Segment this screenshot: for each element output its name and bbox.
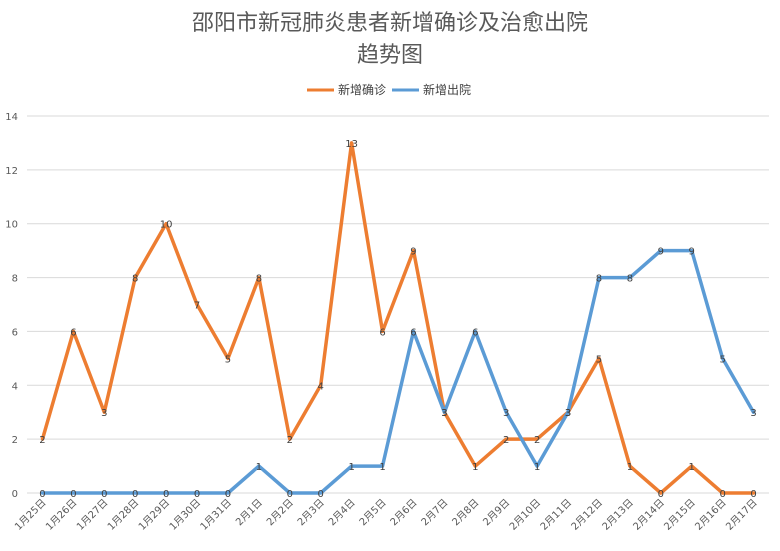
data-label: 0 <box>225 489 231 500</box>
data-label: 7 <box>194 301 200 312</box>
x-tick-label: 2月14日 <box>631 497 667 533</box>
data-label: 1 <box>256 462 262 473</box>
x-tick-label: 2月8日 <box>450 497 482 529</box>
y-tick-label: 2 <box>12 435 18 446</box>
x-tick-label: 2月4日 <box>326 497 358 529</box>
x-tick-label: 2月5日 <box>357 497 389 529</box>
x-tick-label: 1月29日 <box>136 497 172 533</box>
x-tick-label: 2月3日 <box>295 497 327 529</box>
data-label: 0 <box>194 489 200 500</box>
data-label: 5 <box>719 354 725 365</box>
data-label: 3 <box>750 408 756 419</box>
data-label: 2 <box>287 435 293 446</box>
data-label: 6 <box>379 327 385 338</box>
gridlines <box>27 115 769 494</box>
data-label: 0 <box>318 489 324 500</box>
data-label: 6 <box>410 327 416 338</box>
data-label: 0 <box>39 489 45 500</box>
x-tick-label: 2月12日 <box>569 497 605 533</box>
data-label: 3 <box>441 408 447 419</box>
data-label: 9 <box>689 247 695 258</box>
data-label: 2 <box>534 435 540 446</box>
data-label: 1 <box>348 462 354 473</box>
x-tick-label: 2月17日 <box>724 497 760 533</box>
data-label: 9 <box>410 247 416 258</box>
data-label: 8 <box>596 274 602 285</box>
data-label: 3 <box>503 408 509 419</box>
x-tick-label: 1月30日 <box>167 497 203 533</box>
data-label: 1 <box>534 462 540 473</box>
y-tick-label: 6 <box>12 327 18 338</box>
x-tick-label: 1月28日 <box>105 497 141 533</box>
data-label: 3 <box>101 408 107 419</box>
data-label: 1 <box>379 462 385 473</box>
data-label: 0 <box>70 489 76 500</box>
y-axis-ticks: 0 2 4 6 8 10 12 14 <box>5 112 18 500</box>
data-label: 8 <box>627 274 633 285</box>
data-label: 0 <box>287 489 293 500</box>
legend-label-confirmed: 新增确诊 <box>338 82 386 97</box>
legend-label-discharged: 新增出院 <box>423 82 471 97</box>
x-tick-label: 2月2日 <box>264 497 296 529</box>
data-label: 2 <box>39 435 45 446</box>
x-tick-label: 2月16日 <box>693 497 729 533</box>
data-label: 0 <box>658 489 664 500</box>
legend: 新增确诊 新增出院 <box>307 82 471 97</box>
series-lines <box>40 141 756 495</box>
y-tick-label: 8 <box>12 274 18 285</box>
data-label: 0 <box>719 489 725 500</box>
data-label: 8 <box>256 274 262 285</box>
data-label: 3 <box>565 408 571 419</box>
x-tick-label: 1月25日 <box>12 497 48 533</box>
legend-item-confirmed: 新增确诊 <box>307 82 386 97</box>
data-label: 4 <box>318 381 324 392</box>
x-tick-label: 2月10日 <box>507 497 543 533</box>
series-line-1 <box>40 248 756 495</box>
data-label: 6 <box>70 327 76 338</box>
x-tick-label: 2月13日 <box>600 497 636 533</box>
x-tick-label: 2月7日 <box>419 497 451 529</box>
data-label: 13 <box>345 139 358 150</box>
data-label: 0 <box>750 489 756 500</box>
x-tick-label: 1月26日 <box>43 497 79 533</box>
data-label: 1 <box>627 462 633 473</box>
legend-item-discharged: 新增出院 <box>392 82 471 97</box>
chart-subtitle: 趋势图 <box>357 43 423 68</box>
data-label: 2 <box>503 435 509 446</box>
y-tick-label: 10 <box>5 220 18 231</box>
data-label: 1 <box>689 462 695 473</box>
x-tick-label: 2月1日 <box>233 497 265 529</box>
data-label: 8 <box>132 274 138 285</box>
data-label: 0 <box>163 489 169 500</box>
data-label: 10 <box>160 220 173 231</box>
series-line-0 <box>40 141 756 495</box>
x-tick-label: 2月9日 <box>481 497 513 529</box>
x-tick-label: 1月27日 <box>74 497 110 533</box>
data-label: 0 <box>101 489 107 500</box>
x-tick-label: 2月11日 <box>538 497 574 533</box>
data-label: 0 <box>132 489 138 500</box>
x-tick-label: 2月6日 <box>388 497 420 529</box>
x-tick-label: 2月15日 <box>662 497 698 533</box>
y-tick-label: 0 <box>12 489 18 500</box>
data-label: 6 <box>472 327 478 338</box>
data-label: 1 <box>472 462 478 473</box>
y-tick-label: 4 <box>12 381 18 392</box>
chart-title: 邵阳市新冠肺炎患者新增确诊及治愈出院 <box>192 11 588 36</box>
y-tick-label: 12 <box>5 166 18 177</box>
y-tick-label: 14 <box>5 112 18 123</box>
data-label: 5 <box>596 354 602 365</box>
data-label: 9 <box>658 247 664 258</box>
data-label: 3 <box>441 408 447 419</box>
data-label: 5 <box>225 354 231 365</box>
x-tick-label: 1月31日 <box>198 497 234 533</box>
data-label: 3 <box>565 408 571 419</box>
